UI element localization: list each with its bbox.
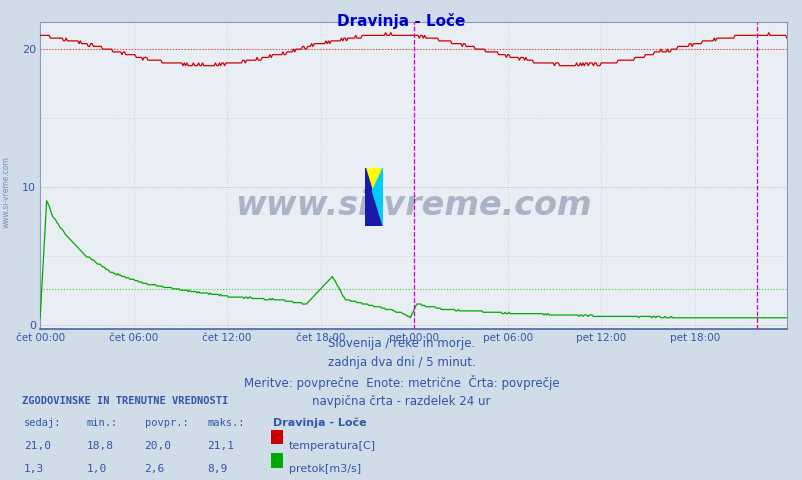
Text: 1,0: 1,0	[87, 464, 107, 474]
Text: maks.:: maks.:	[207, 418, 245, 428]
Text: navpična črta - razdelek 24 ur: navpična črta - razdelek 24 ur	[312, 395, 490, 408]
Text: temperatura[C]: temperatura[C]	[289, 441, 375, 451]
Text: www.si-vreme.com: www.si-vreme.com	[2, 156, 11, 228]
Text: Dravinja - Loče: Dravinja - Loče	[273, 418, 367, 428]
Text: ZGODOVINSKE IN TRENUTNE VREDNOSTI: ZGODOVINSKE IN TRENUTNE VREDNOSTI	[22, 396, 229, 406]
Text: www.si-vreme.com: www.si-vreme.com	[235, 190, 591, 222]
Polygon shape	[372, 168, 383, 226]
Text: 1,3: 1,3	[24, 464, 44, 474]
Text: min.:: min.:	[87, 418, 118, 428]
Text: Dravinja - Loče: Dravinja - Loče	[337, 13, 465, 29]
Text: 8,9: 8,9	[207, 464, 227, 474]
Polygon shape	[365, 168, 383, 226]
Text: 2,6: 2,6	[144, 464, 164, 474]
Text: Slovenija / reke in morje.: Slovenija / reke in morje.	[327, 337, 475, 350]
Text: Meritve: povprečne  Enote: metrične  Črta: povprečje: Meritve: povprečne Enote: metrične Črta:…	[243, 375, 559, 390]
Text: zadnja dva dni / 5 minut.: zadnja dva dni / 5 minut.	[327, 356, 475, 369]
Text: 18,8: 18,8	[87, 441, 114, 451]
Text: povpr.:: povpr.:	[144, 418, 188, 428]
Text: 21,0: 21,0	[24, 441, 51, 451]
Text: 21,1: 21,1	[207, 441, 234, 451]
Text: pretok[m3/s]: pretok[m3/s]	[289, 464, 361, 474]
Text: 20,0: 20,0	[144, 441, 172, 451]
Text: sedaj:: sedaj:	[24, 418, 62, 428]
